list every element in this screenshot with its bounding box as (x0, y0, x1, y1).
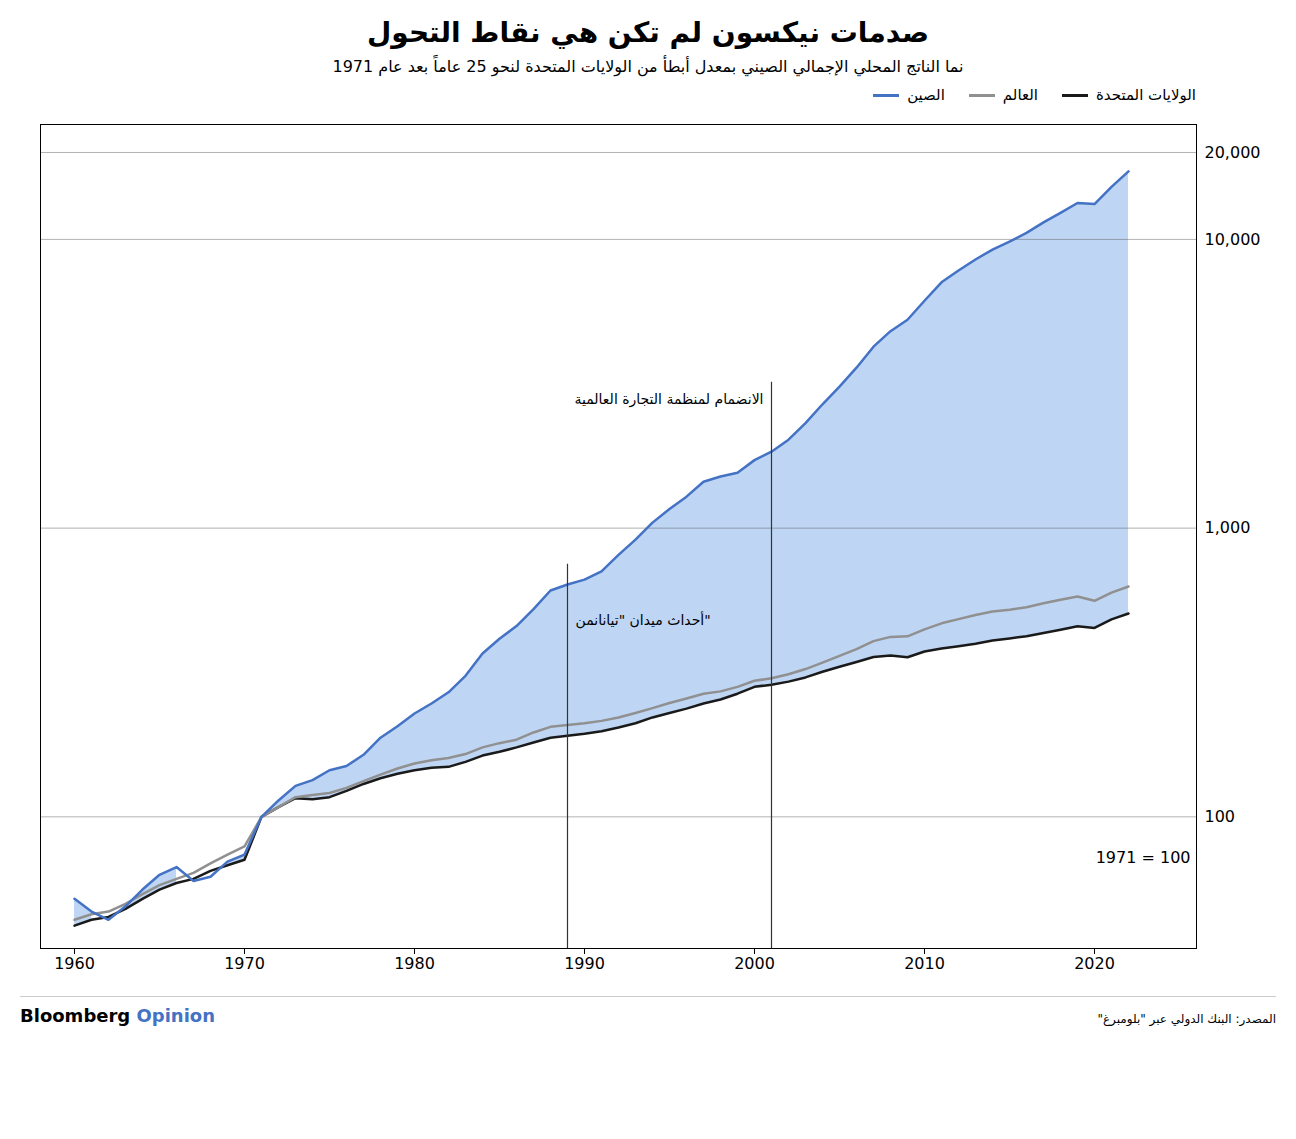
html-text:العالم: العالم (1002, 86, 1038, 104)
html-text:المصدر: البنك الدولي عبر "بلوم: المصدر: البنك الدولي عبر "بلومبرغ" (1097, 1012, 1276, 1026)
svg-text:2000: 2000 (734, 954, 775, 973)
svg-text:الانضمام لمنظمة التجارة العالم: الانضمام لمنظمة التجارة العالمية (575, 390, 764, 407)
svg-text:2020: 2020 (1074, 954, 1115, 973)
svg-text:1980: 1980 (394, 954, 435, 973)
svg-text:100: 100 (1205, 807, 1236, 826)
svg-text:أحداث ميدان "تيانانمن": أحداث ميدان "تيانانمن" (576, 611, 711, 629)
html-text:صدمات نيكسون لم تكن هي نقاط ال: صدمات نيكسون لم تكن هي نقاط التحول (367, 16, 929, 49)
html-text:نما الناتج المحلي الإجمالي الص: نما الناتج المحلي الإجمالي الصيني بمعدل … (332, 57, 964, 76)
html-text:الولايات المتحدة: الولايات المتحدة (1096, 86, 1196, 104)
svg-text:10,000: 10,000 (1205, 230, 1261, 249)
svg-text:1,000: 1,000 (1205, 518, 1251, 537)
svg-text:1970: 1970 (224, 954, 265, 973)
svg-text:20,000: 20,000 (1205, 143, 1261, 162)
html-text:الصين: الصين (907, 86, 945, 104)
html-text:Bloomberg Opinion: Bloomberg Opinion (20, 1005, 215, 1026)
svg-text:2010: 2010 (904, 954, 945, 973)
svg-text:1971 = 100: 1971 = 100 (1096, 848, 1191, 867)
svg-text:1960: 1960 (54, 954, 95, 973)
svg-text:1990: 1990 (564, 954, 605, 973)
